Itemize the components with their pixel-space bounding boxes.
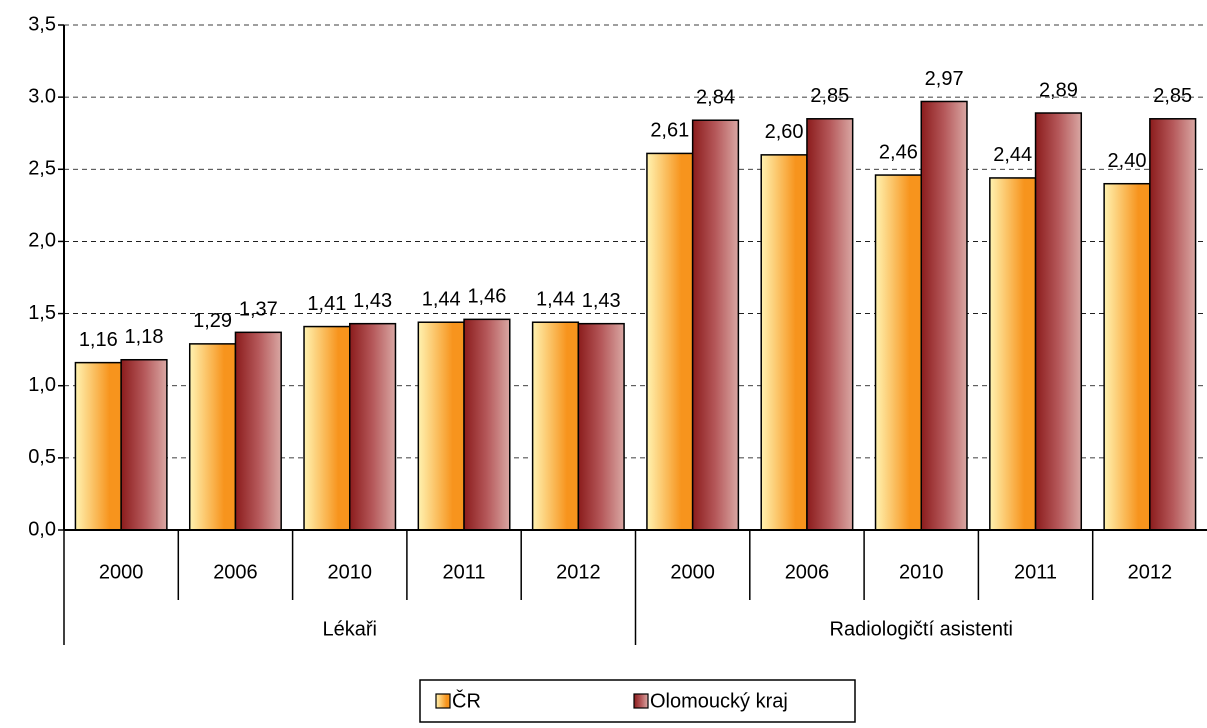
data-label: 2,60: [765, 121, 804, 143]
data-label: 1,46: [467, 286, 506, 308]
y-tick-label: 1,0: [28, 374, 56, 396]
legend-swatch: [435, 693, 451, 709]
data-label: 2,44: [993, 144, 1032, 166]
x-tick-label: 2012: [556, 561, 601, 583]
bar: [417, 321, 465, 531]
y-tick-label: 0,5: [28, 446, 56, 468]
bar: [806, 118, 854, 531]
y-tick-label: 0,0: [28, 518, 56, 540]
bar: [303, 325, 351, 531]
bar: [920, 100, 968, 531]
bar: [989, 177, 1037, 531]
data-label: 1,41: [307, 293, 346, 315]
x-tick-label: 2000: [670, 561, 715, 583]
data-label: 1,18: [125, 326, 164, 348]
data-label: 2,85: [810, 85, 849, 107]
bar: [463, 318, 511, 531]
group-label: Radiologičtí asistenti: [830, 618, 1013, 640]
bar: [1103, 182, 1151, 531]
x-tick-label: 2011: [1014, 561, 1057, 583]
bar: [577, 322, 625, 531]
bar: [120, 358, 168, 531]
legend-label: ČR: [452, 689, 481, 712]
data-label: 1,44: [536, 289, 575, 311]
bar: [234, 331, 282, 531]
x-tick-label: 2012: [1128, 561, 1173, 583]
y-tick-label: 3,5: [28, 13, 56, 35]
x-tick-label: 2010: [899, 561, 944, 583]
bar: [760, 154, 808, 531]
bar: [531, 321, 580, 531]
bar: [1034, 112, 1083, 531]
bar: [349, 322, 397, 531]
y-tick-label: 3.0: [28, 85, 56, 107]
group-label: Lékaři: [323, 618, 377, 640]
x-tick-label: 2006: [213, 561, 258, 583]
x-tick-label: 2010: [328, 561, 373, 583]
data-label: 2,89: [1039, 79, 1078, 101]
bar: [1149, 118, 1197, 531]
bar: [646, 152, 694, 531]
x-tick-label: 2006: [785, 561, 830, 583]
bar: [691, 119, 740, 531]
data-label: 2,46: [879, 141, 918, 163]
y-tick-label: 1,5: [28, 302, 56, 324]
data-label: 1,29: [193, 310, 232, 332]
legend-swatch: [633, 693, 649, 709]
bar: [188, 343, 237, 531]
data-label: 1,16: [79, 329, 118, 351]
bar: [874, 174, 923, 531]
y-tick-label: 2,5: [28, 158, 56, 180]
x-tick-label: 2000: [99, 561, 144, 583]
legend-label: Olomoucký kraj: [650, 690, 788, 712]
y-tick-label: 2,0: [28, 230, 56, 252]
data-label: 1,43: [582, 290, 621, 312]
data-label: 2,40: [1108, 150, 1147, 172]
data-label: 2,61: [650, 120, 689, 142]
data-label: 2,85: [1153, 85, 1192, 107]
data-label: 1,37: [239, 299, 278, 321]
x-tick-label: 2011: [443, 561, 486, 583]
bar: [74, 361, 122, 531]
data-label: 2,97: [925, 68, 964, 90]
data-label: 2,84: [696, 87, 735, 109]
data-label: 1,44: [422, 289, 461, 311]
data-label: 1,43: [353, 290, 392, 312]
